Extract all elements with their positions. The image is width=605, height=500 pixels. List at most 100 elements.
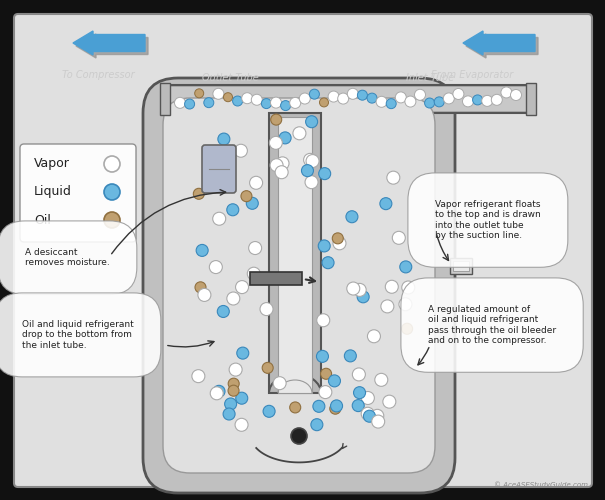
Circle shape	[291, 428, 307, 444]
Circle shape	[311, 418, 323, 430]
Bar	[453, 261, 469, 271]
Circle shape	[374, 374, 388, 386]
Circle shape	[263, 406, 275, 417]
Circle shape	[392, 232, 405, 244]
Circle shape	[462, 96, 474, 107]
Text: Vapor: Vapor	[34, 158, 70, 170]
Circle shape	[241, 190, 252, 202]
Circle shape	[228, 378, 239, 389]
Text: A regulated amount of
oil and liquid refrigerant
pass through the oil bleeder
an: A regulated amount of oil and liquid ref…	[428, 305, 556, 345]
Circle shape	[174, 98, 186, 108]
Circle shape	[304, 154, 316, 166]
Circle shape	[232, 96, 243, 106]
Circle shape	[364, 410, 376, 422]
Circle shape	[313, 400, 325, 412]
Circle shape	[344, 350, 356, 362]
Circle shape	[381, 300, 394, 313]
Circle shape	[213, 212, 226, 225]
Circle shape	[319, 168, 331, 179]
Circle shape	[328, 91, 339, 102]
Circle shape	[501, 87, 512, 98]
Circle shape	[322, 256, 334, 268]
Bar	[168, 85, 528, 113]
Circle shape	[330, 400, 342, 412]
Circle shape	[195, 89, 204, 98]
Circle shape	[376, 96, 387, 108]
Circle shape	[275, 166, 288, 178]
Circle shape	[209, 260, 223, 274]
Circle shape	[332, 233, 343, 244]
Circle shape	[269, 136, 283, 149]
Circle shape	[400, 261, 412, 273]
Circle shape	[330, 403, 341, 414]
Text: © AceASEStudyGuide.com: © AceASEStudyGuide.com	[494, 482, 588, 488]
Bar	[170, 87, 526, 111]
Circle shape	[194, 188, 204, 200]
Circle shape	[207, 178, 219, 190]
Circle shape	[402, 324, 413, 334]
Text: Liquid: Liquid	[34, 186, 72, 198]
Circle shape	[316, 350, 329, 362]
Circle shape	[192, 370, 205, 382]
Circle shape	[338, 93, 348, 104]
Circle shape	[213, 386, 225, 398]
Circle shape	[414, 90, 425, 101]
Circle shape	[227, 204, 239, 216]
Circle shape	[217, 306, 229, 318]
Circle shape	[261, 98, 272, 108]
Circle shape	[262, 362, 273, 374]
Circle shape	[453, 88, 464, 100]
Text: Vapor refrigerant floats
to the top and is drawn
into the outlet tube
by the suc: Vapor refrigerant floats to the top and …	[435, 200, 541, 240]
Circle shape	[371, 410, 384, 422]
Circle shape	[306, 154, 319, 168]
FancyArrow shape	[466, 34, 538, 58]
Text: Oil and liquid refrigerant
drop to the bottom from
the inlet tube.: Oil and liquid refrigerant drop to the b…	[22, 320, 134, 350]
FancyBboxPatch shape	[20, 144, 136, 242]
Circle shape	[333, 237, 346, 250]
Circle shape	[491, 94, 502, 106]
FancyBboxPatch shape	[143, 78, 455, 493]
FancyArrow shape	[73, 31, 145, 55]
Circle shape	[347, 88, 358, 100]
Bar	[269, 113, 321, 393]
Circle shape	[361, 392, 374, 404]
Bar	[160, 83, 170, 115]
Circle shape	[405, 96, 416, 107]
Circle shape	[387, 171, 400, 184]
Circle shape	[306, 116, 318, 128]
Circle shape	[319, 98, 329, 107]
Circle shape	[367, 330, 381, 343]
Circle shape	[386, 98, 396, 108]
Circle shape	[204, 98, 214, 108]
Circle shape	[235, 280, 249, 293]
Circle shape	[299, 93, 310, 104]
Circle shape	[353, 284, 366, 296]
Circle shape	[358, 90, 367, 100]
Circle shape	[399, 298, 412, 311]
Circle shape	[223, 408, 235, 420]
Circle shape	[249, 242, 261, 254]
Circle shape	[473, 95, 483, 105]
Circle shape	[511, 90, 522, 101]
Circle shape	[353, 386, 365, 398]
Circle shape	[482, 96, 492, 106]
Circle shape	[317, 314, 330, 327]
Circle shape	[346, 210, 358, 222]
Circle shape	[236, 392, 248, 404]
Circle shape	[367, 93, 377, 103]
FancyArrow shape	[463, 31, 535, 55]
Circle shape	[260, 302, 273, 316]
Bar	[450, 258, 472, 274]
Circle shape	[425, 98, 434, 108]
Circle shape	[104, 184, 120, 200]
Circle shape	[228, 385, 239, 396]
Circle shape	[329, 375, 341, 387]
Text: Inlet Tube: Inlet Tube	[406, 73, 454, 83]
Circle shape	[218, 133, 230, 145]
Circle shape	[210, 387, 223, 400]
Circle shape	[273, 376, 286, 390]
Circle shape	[347, 282, 360, 295]
Circle shape	[305, 176, 318, 188]
Circle shape	[223, 92, 232, 102]
Circle shape	[434, 97, 444, 107]
